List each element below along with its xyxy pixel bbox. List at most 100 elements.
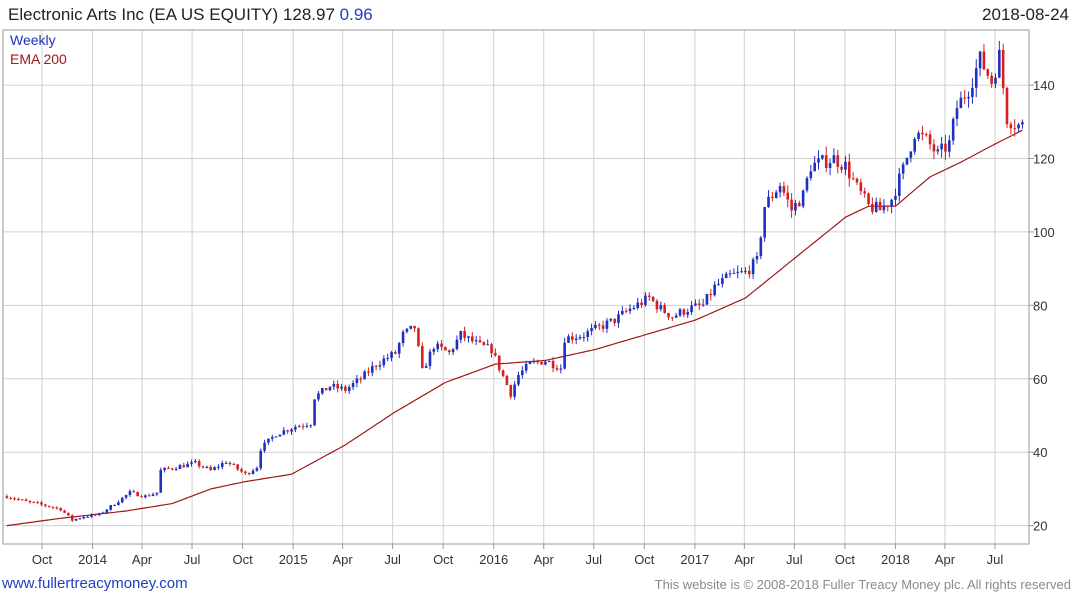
y-tick-label: 80 xyxy=(1033,298,1047,313)
candle-body-up xyxy=(451,349,455,353)
candle-body-up xyxy=(317,393,320,400)
candle-body-up xyxy=(621,310,624,315)
candle-body-up xyxy=(255,468,259,471)
candle-body-up xyxy=(128,491,132,496)
candle-body-up xyxy=(898,173,901,196)
candle-body-up xyxy=(967,97,970,99)
candle-body-up xyxy=(794,202,797,211)
candle-body-up xyxy=(994,77,997,84)
candle-body-up xyxy=(974,68,978,88)
candle-body-up xyxy=(590,328,593,332)
candle-body-up xyxy=(397,343,401,354)
candle-body-up xyxy=(159,469,163,493)
candle-body-up xyxy=(759,237,763,257)
candle-body-up xyxy=(332,383,336,387)
candle-body-up xyxy=(467,336,470,338)
candle-body-up xyxy=(955,108,959,119)
candle-body-down xyxy=(32,501,36,503)
candle-body-down xyxy=(709,294,713,296)
candle-body-up xyxy=(948,140,951,152)
candle-body-up xyxy=(163,467,166,470)
candle-body-up xyxy=(109,505,113,510)
candle-body-up xyxy=(409,325,413,329)
candle-body-down xyxy=(247,473,251,475)
candle-body-up xyxy=(363,371,366,380)
candle-body-down xyxy=(201,466,205,468)
candle-body-up xyxy=(347,387,351,391)
candle-body-down xyxy=(597,324,601,326)
candle-body-up xyxy=(998,49,1001,78)
candle-body-down xyxy=(236,464,239,470)
candle-body-up xyxy=(309,425,313,427)
candle-body-up xyxy=(428,351,432,367)
candle-body-up xyxy=(436,343,439,350)
candle-body-up xyxy=(1021,122,1024,125)
candle-body-up xyxy=(732,272,736,274)
candle-body-down xyxy=(167,467,170,469)
candle-body-down xyxy=(790,199,793,211)
candle-body-up xyxy=(578,337,582,339)
x-tick-label: 2017 xyxy=(680,552,709,567)
candle-body-down xyxy=(359,378,363,380)
candle-body-down xyxy=(197,461,201,467)
candle-body-up xyxy=(524,364,528,371)
candle-body-up xyxy=(894,195,897,200)
candle-body-down xyxy=(44,504,47,506)
candle-body-down xyxy=(132,491,136,493)
candle-body-up xyxy=(717,283,720,285)
candle-body-up xyxy=(340,386,343,389)
grid-lines xyxy=(3,30,1029,544)
y-tick-label: 140 xyxy=(1033,78,1055,93)
candle-body-up xyxy=(190,462,193,464)
candle-body-down xyxy=(286,430,289,432)
candle-body-down xyxy=(836,155,840,167)
candle-body-down xyxy=(1013,128,1017,130)
candle-body-up xyxy=(378,365,382,367)
candle-body-up xyxy=(909,151,913,158)
candle-body-down xyxy=(240,469,243,472)
candle-body-up xyxy=(259,450,263,469)
candle-body-up xyxy=(617,314,620,324)
candle-body-up xyxy=(267,438,270,443)
candle-body-up xyxy=(220,463,224,467)
candle-body-up xyxy=(686,312,690,315)
candle-body-up xyxy=(563,342,566,369)
candle-body-up xyxy=(113,505,116,507)
candle-body-down xyxy=(601,325,605,329)
y-tick-label: 120 xyxy=(1033,152,1055,167)
candle-body-down xyxy=(505,375,509,386)
candle-body-up xyxy=(401,331,405,344)
candle-body-up xyxy=(455,339,459,350)
candle-body-up xyxy=(370,365,374,373)
candle-body-up xyxy=(774,192,778,198)
footer-site-link[interactable]: www.fullertreacymoney.com xyxy=(2,575,188,592)
candle-body-down xyxy=(20,499,24,501)
candle-body-down xyxy=(786,192,790,200)
y-tick-label: 20 xyxy=(1033,519,1047,534)
candle-body-up xyxy=(217,466,220,468)
x-tick-label: Jul xyxy=(987,552,1004,567)
candle-body-up xyxy=(821,155,824,159)
candle-body-down xyxy=(40,502,43,505)
x-tick-label: Oct xyxy=(634,552,655,567)
candle-body-up xyxy=(1017,124,1020,129)
candle-body-down xyxy=(51,506,55,508)
candle-body-down xyxy=(921,132,924,135)
candle-body-up xyxy=(82,516,86,519)
candle-body-up xyxy=(251,470,255,474)
candle-body-up xyxy=(917,132,920,140)
x-tick-label: Apr xyxy=(132,552,153,567)
candle-body-down xyxy=(990,75,993,84)
candle-body-up xyxy=(424,366,428,368)
candle-body-down xyxy=(59,508,63,511)
candle-body-down xyxy=(47,505,51,507)
candle-body-up xyxy=(313,399,316,426)
candle-body-down xyxy=(24,499,28,502)
footer-copyright: This website is © 2008-2018 Fuller Treac… xyxy=(654,577,1071,592)
chart-date: 2018-08-24 xyxy=(982,5,1069,24)
candle-body-down xyxy=(847,161,851,179)
candle-body-up xyxy=(386,357,389,359)
candle-body-up xyxy=(582,337,586,339)
candle-body-up xyxy=(151,494,155,497)
